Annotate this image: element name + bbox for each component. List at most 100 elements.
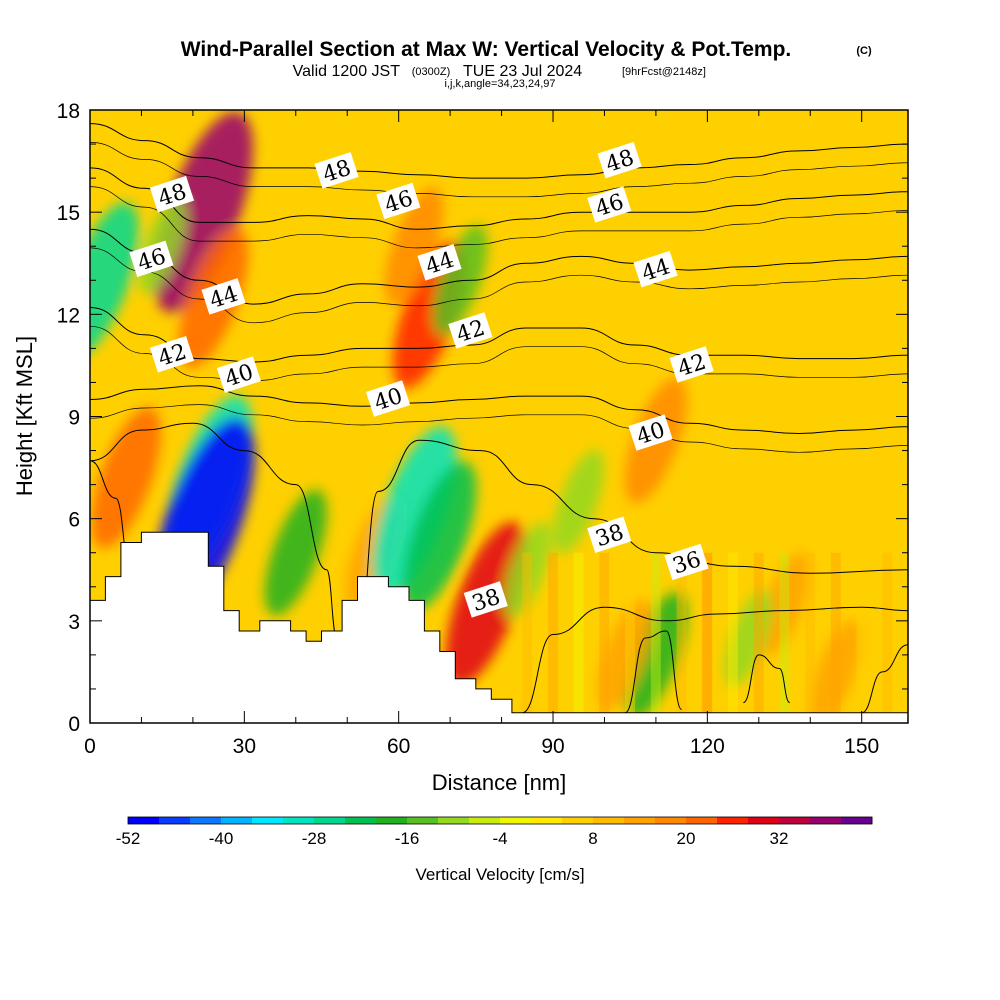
velocity-feature — [153, 111, 253, 313]
velocity-feature — [758, 552, 811, 656]
theta-label-box — [149, 175, 195, 213]
theta-label: 38 — [463, 581, 508, 618]
theta-label: 42 — [669, 346, 714, 383]
colorbar-swatch — [655, 817, 687, 824]
colorbar-swatch — [624, 817, 656, 824]
velocity-stripe — [573, 552, 584, 723]
theta-contour-40 — [90, 385, 908, 435]
velocity-stripe — [625, 552, 635, 723]
chart-title: Wind-Parallel Section at Max W: Vertical… — [181, 38, 792, 61]
velocity-feature — [553, 449, 605, 554]
theta-contour-48 — [90, 123, 908, 179]
velocity-stripe — [522, 552, 533, 723]
colorbar-swatch — [500, 817, 532, 824]
chart-subtitle: Valid 1200 JST (0300Z) TUE 23 Jul 2024 [… — [293, 63, 706, 90]
subtitle-indices: i,j,k,angle=34,23,24,97 — [444, 78, 555, 90]
velocity-stripe — [702, 552, 713, 723]
velocity-feature — [91, 407, 161, 549]
velocity-stripe — [676, 552, 687, 723]
theta-contour-low — [861, 644, 908, 714]
colorbar-swatch — [159, 817, 191, 824]
velocity-feature — [624, 592, 687, 718]
colorbar-swatch — [779, 817, 811, 824]
theta-contour-44 — [90, 228, 908, 305]
y-tick-label: 3 — [68, 611, 80, 634]
colorbar-swatch — [345, 817, 377, 824]
theta-label-box — [366, 380, 411, 417]
colorbar-swatch — [531, 817, 563, 824]
x-axis: 0 30 60 90 120 150 — [84, 110, 879, 758]
theta-label-box — [664, 543, 709, 581]
velocity-feature — [503, 521, 552, 618]
colorbar-swatch — [717, 817, 749, 824]
terrain-mask — [90, 531, 908, 723]
x-tick-label: 0 — [84, 735, 96, 758]
x-tick-label: 30 — [233, 735, 256, 758]
theta-label-box — [587, 516, 632, 553]
colorbar-tick-label: -28 — [302, 829, 327, 848]
velocity-stripe — [882, 552, 893, 723]
theta-contour-low — [90, 422, 338, 639]
x-tick-label: 60 — [387, 735, 410, 758]
colorbar-swatch — [748, 817, 780, 824]
theta-label-box — [669, 346, 714, 383]
y-axis: 0 3 6 9 12 15 18 — [57, 100, 908, 736]
velocity-stripe — [599, 552, 610, 723]
theta-label: 44 — [417, 244, 462, 281]
theta-label-box — [628, 414, 673, 451]
colorbar-swatch — [562, 817, 594, 824]
theta-label: 46 — [129, 240, 174, 278]
subtitle-utc: (0300Z) — [412, 66, 451, 78]
y-tick-label: 18 — [57, 100, 80, 123]
velocity-stripe — [650, 552, 661, 723]
theta-contour-minor — [90, 186, 908, 249]
colorbar-swatch — [469, 817, 501, 824]
y-tick-label: 6 — [68, 509, 80, 532]
theta-label: 48 — [597, 141, 642, 179]
theta-contour-minor — [90, 404, 908, 453]
theta-label: 38 — [587, 516, 632, 553]
colorbar-swatch — [252, 817, 284, 824]
velocity-stripe — [856, 552, 867, 723]
theta-label: 44 — [201, 278, 246, 315]
velocity-feature — [724, 589, 773, 686]
theta-label-box — [633, 250, 678, 288]
colorbar-tick-label: -40 — [209, 829, 234, 848]
chart-copyright: (C) — [856, 45, 872, 57]
theta-label-box — [129, 240, 174, 278]
colorbar-tick-label: 8 — [588, 829, 597, 848]
colorbar-swatch — [376, 817, 408, 824]
x-tick-label: 150 — [844, 735, 879, 758]
theta-label: 46 — [587, 186, 632, 223]
colorbar-swatch — [686, 817, 718, 824]
velocity-feature — [432, 224, 488, 336]
theta-label: 46 — [376, 182, 421, 220]
colorbar-swatch — [283, 817, 315, 824]
theta-label-box — [463, 581, 508, 618]
velocity-stripes — [522, 552, 893, 723]
velocity-feature — [810, 620, 862, 723]
colorbar-tick-label: 20 — [677, 829, 696, 848]
theta-label-box — [216, 356, 261, 393]
y-tick-label: 9 — [68, 407, 80, 430]
theta-label-box — [201, 278, 246, 315]
theta-label: 40 — [216, 356, 261, 393]
theta-contour-minor — [90, 325, 908, 382]
subtitle-date: TUE 23 Jul 2024 — [463, 63, 582, 80]
theta-label-box — [587, 186, 632, 223]
colorbar-swatch — [407, 817, 439, 824]
colorbar-frame — [127, 816, 873, 825]
colorbar-tick-label: -52 — [116, 829, 141, 848]
colorbar-tick-label: 32 — [770, 829, 789, 848]
y-tick-label: 0 — [68, 713, 80, 736]
x-tick-label: 120 — [690, 735, 725, 758]
y-axis-label: Height [Kft MSL] — [12, 336, 37, 496]
velocity-stripe — [779, 552, 790, 723]
y-tick-label: 12 — [57, 304, 80, 327]
theta-contour-low — [624, 630, 683, 714]
theta-contour-42 — [90, 307, 908, 363]
colorbar-swatch — [314, 817, 346, 824]
velocity-stripe — [727, 552, 738, 723]
theta-label-box — [314, 152, 359, 189]
